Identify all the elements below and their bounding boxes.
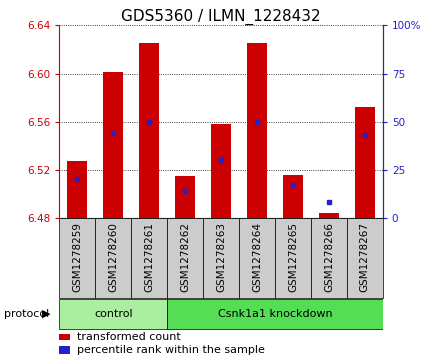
Bar [355,107,375,218]
Bar [59,299,167,329]
Text: GSM1278261: GSM1278261 [144,222,154,292]
Bar [95,218,131,298]
Bar [275,218,311,298]
Bar [311,218,347,298]
Bar [347,218,383,298]
Bar [139,44,159,218]
Text: GSM1278259: GSM1278259 [72,222,82,292]
Text: Csnk1a1 knockdown: Csnk1a1 knockdown [218,309,332,319]
Text: GSM1278260: GSM1278260 [108,222,118,291]
Text: percentile rank within the sample: percentile rank within the sample [77,346,265,355]
Bar [167,218,203,298]
Bar [203,218,239,298]
Bar [59,346,70,354]
Bar [59,332,70,340]
Bar [167,299,383,329]
Bar [239,218,275,298]
Text: GSM1278264: GSM1278264 [252,222,262,292]
Text: GSM1278263: GSM1278263 [216,222,226,292]
Bar [319,213,339,218]
Bar [175,176,195,218]
Text: control: control [94,309,132,319]
Text: GSM1278267: GSM1278267 [360,222,370,292]
Text: ▶: ▶ [42,309,50,319]
Bar [67,161,87,218]
Title: GDS5360 / ILMN_1228432: GDS5360 / ILMN_1228432 [121,9,321,25]
Bar [59,218,95,298]
Bar [211,124,231,218]
Bar [131,218,167,298]
Bar [103,72,123,218]
Text: GSM1278262: GSM1278262 [180,222,190,292]
Text: GSM1278266: GSM1278266 [324,222,334,292]
Bar [247,44,267,218]
Text: transformed count: transformed count [77,331,181,342]
Bar [283,175,303,218]
Text: GSM1278265: GSM1278265 [288,222,298,292]
Text: protocol: protocol [4,309,50,319]
